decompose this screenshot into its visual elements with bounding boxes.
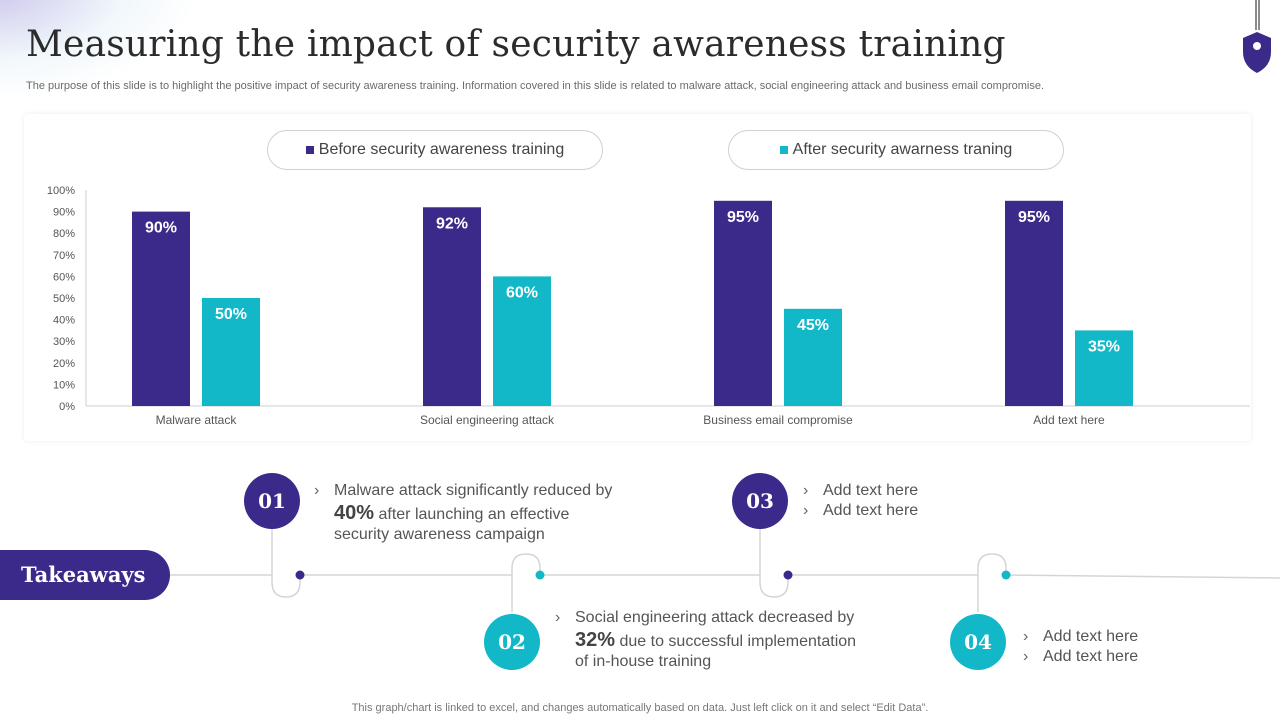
y-tick-label: 70%	[53, 250, 75, 262]
bar-value-label: 92%	[436, 215, 468, 232]
shield-pendant-icon	[1243, 0, 1271, 73]
bar-after	[202, 298, 260, 406]
y-tick-label: 50%	[53, 293, 75, 305]
x-category-label: Malware attack	[156, 413, 238, 427]
step-03-circle: 03	[732, 473, 788, 529]
y-tick-label: 0%	[59, 401, 75, 413]
bar-value-label: 95%	[1018, 209, 1050, 226]
step-02-circle: 02	[484, 614, 540, 670]
x-category-label: Business email compromise	[703, 413, 853, 427]
legend-label-after: After security awarness traning	[792, 141, 1013, 158]
step-04-circle: 04	[950, 614, 1006, 670]
legend-label-before: Before security awareness training	[318, 141, 565, 158]
y-tick-label: 100%	[47, 185, 75, 197]
x-category-label: Social engineering attack	[420, 413, 555, 427]
chevron-right-icon: ›	[803, 502, 809, 519]
chevron-right-icon: ›	[803, 482, 809, 499]
legend-after: After security awarness traning	[728, 130, 1064, 170]
takeaways-label: Takeaways	[0, 550, 170, 600]
step-01-circle: 01	[244, 473, 300, 529]
y-tick-label: 40%	[53, 315, 75, 327]
step-01-highlight: 40%	[334, 502, 375, 524]
legend-before: Before security awareness training	[267, 130, 603, 170]
y-tick-label: 20%	[53, 358, 75, 370]
bar-before	[714, 200, 772, 406]
y-tick-label: 30%	[53, 336, 75, 348]
legend-swatch-after	[779, 146, 788, 154]
bar-value-label: 50%	[215, 306, 247, 323]
step-02-highlight: 32%	[575, 629, 616, 651]
y-tick-label: 10%	[53, 379, 75, 391]
page-title: Measuring the impact of security awarene…	[26, 24, 1006, 65]
chevron-right-icon: ›	[1023, 648, 1029, 665]
chevron-right-icon: ›	[314, 482, 320, 499]
bar-before	[1005, 200, 1063, 406]
y-tick-label: 90%	[53, 207, 75, 219]
bar-value-label: 95%	[727, 209, 759, 226]
y-tick-label: 80%	[53, 228, 75, 240]
bar-before	[423, 207, 481, 406]
bar-after	[1075, 330, 1133, 406]
x-category-label: Add text here	[1033, 413, 1105, 427]
bar-value-label: 35%	[1088, 338, 1120, 355]
bar-value-label: 45%	[797, 317, 829, 334]
chevron-right-icon: ›	[555, 609, 561, 626]
bar-before	[132, 211, 190, 406]
bar-after	[784, 308, 842, 406]
bar-value-label: 60%	[506, 284, 538, 301]
step-01-text: › Malware attack significantly reduced by…	[314, 482, 613, 543]
corner-decoration	[0, 0, 200, 100]
step-03-text: › Add text here › Add text here	[803, 482, 919, 519]
bar-after	[493, 276, 551, 406]
y-tick-label: 60%	[53, 271, 75, 283]
chevron-right-icon: ›	[1023, 628, 1029, 645]
bar-value-label: 90%	[145, 220, 177, 237]
step-02-text: › Social engineering attack decreased by …	[555, 609, 857, 670]
step-04-text: › Add text here › Add text here	[1023, 628, 1139, 665]
legend-swatch-before	[305, 146, 314, 154]
footer-note: This graph/chart is linked to excel, and…	[351, 702, 929, 714]
page-subtitle: The purpose of this slide is to highligh…	[26, 80, 1045, 92]
